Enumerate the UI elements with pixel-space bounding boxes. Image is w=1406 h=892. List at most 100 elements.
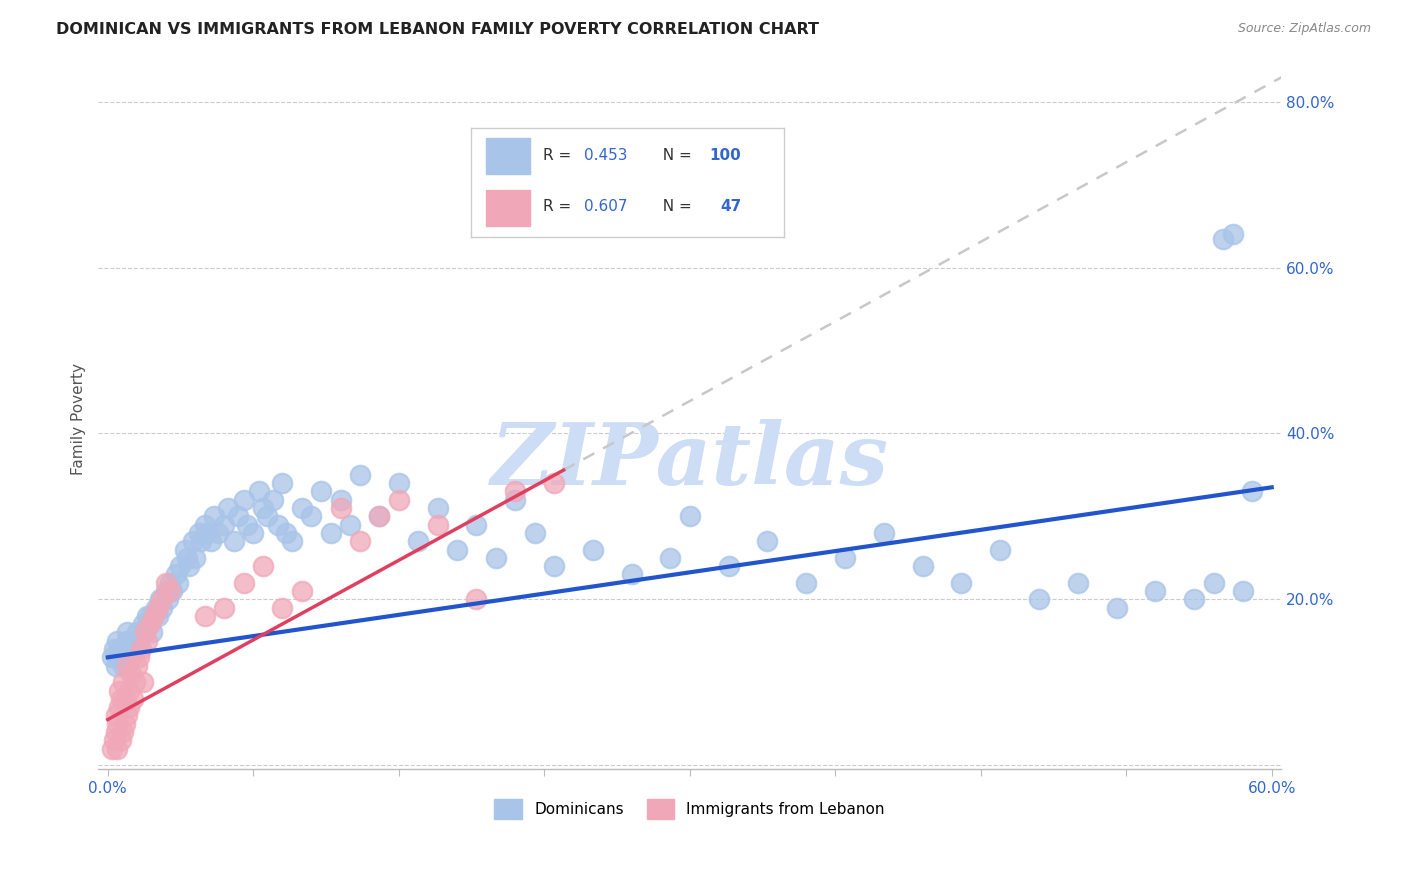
Point	[135, 633, 157, 648]
Point	[135, 608, 157, 623]
Point	[620, 567, 643, 582]
Point	[100, 741, 122, 756]
Point	[115, 625, 138, 640]
Point	[108, 683, 131, 698]
Point	[349, 534, 371, 549]
Point	[232, 575, 254, 590]
Point	[131, 675, 153, 690]
Point	[271, 476, 294, 491]
Point	[406, 534, 429, 549]
Point	[262, 492, 284, 507]
Point	[124, 633, 146, 648]
Point	[1028, 592, 1050, 607]
Point	[155, 584, 177, 599]
Point	[465, 592, 488, 607]
Point	[465, 517, 488, 532]
Point	[368, 509, 391, 524]
Text: ZIPatlas: ZIPatlas	[491, 419, 889, 503]
Point	[426, 501, 449, 516]
Point	[128, 633, 150, 648]
Point	[256, 509, 278, 524]
Point	[329, 501, 352, 516]
Point	[950, 575, 973, 590]
Point	[110, 650, 132, 665]
Point	[141, 625, 163, 640]
Point	[181, 534, 204, 549]
Point	[717, 559, 740, 574]
Point	[131, 617, 153, 632]
Point	[485, 550, 508, 565]
Text: Source: ZipAtlas.com: Source: ZipAtlas.com	[1237, 22, 1371, 36]
Point	[756, 534, 779, 549]
Point	[125, 642, 148, 657]
Point	[104, 725, 127, 739]
Point	[108, 700, 131, 714]
Point	[174, 542, 197, 557]
Point	[128, 650, 150, 665]
Point	[138, 617, 160, 632]
Point	[301, 509, 323, 524]
Text: DOMINICAN VS IMMIGRANTS FROM LEBANON FAMILY POVERTY CORRELATION CHART: DOMINICAN VS IMMIGRANTS FROM LEBANON FAM…	[56, 22, 820, 37]
Point	[115, 633, 138, 648]
Point	[503, 492, 526, 507]
Point	[118, 700, 141, 714]
Point	[107, 650, 129, 665]
Point	[1182, 592, 1205, 607]
Point	[242, 525, 264, 540]
Point	[107, 716, 129, 731]
Point	[104, 708, 127, 723]
Point	[267, 517, 290, 532]
Point	[247, 484, 270, 499]
Point	[112, 675, 135, 690]
Point	[112, 658, 135, 673]
Point	[115, 708, 138, 723]
Point	[207, 525, 229, 540]
Point	[120, 650, 142, 665]
Point	[143, 608, 166, 623]
Point	[1222, 227, 1244, 242]
Point	[1105, 600, 1128, 615]
Point	[100, 650, 122, 665]
Point	[150, 600, 173, 615]
Point	[148, 600, 170, 615]
Point	[187, 525, 209, 540]
Point	[115, 658, 138, 673]
Point	[129, 642, 152, 657]
Point	[160, 584, 183, 599]
Point	[134, 625, 156, 640]
Point	[104, 658, 127, 673]
Point	[139, 617, 162, 632]
Point	[159, 584, 181, 599]
Point	[125, 625, 148, 640]
Point	[368, 509, 391, 524]
Point	[222, 534, 245, 549]
Point	[1202, 575, 1225, 590]
Point	[212, 600, 235, 615]
Point	[112, 725, 135, 739]
Legend: Dominicans, Immigrants from Lebanon: Dominicans, Immigrants from Lebanon	[488, 793, 891, 825]
Point	[834, 550, 856, 565]
Point	[176, 550, 198, 565]
Point	[329, 492, 352, 507]
Point	[103, 733, 125, 747]
Point	[232, 492, 254, 507]
Point	[523, 525, 546, 540]
Point	[426, 517, 449, 532]
Point	[145, 600, 167, 615]
Point	[156, 592, 179, 607]
Point	[107, 633, 129, 648]
Point	[226, 509, 249, 524]
Point	[236, 517, 259, 532]
Point	[543, 476, 565, 491]
Point	[988, 542, 1011, 557]
Point	[120, 667, 142, 681]
Point	[110, 691, 132, 706]
Point	[309, 484, 332, 499]
Point	[148, 608, 170, 623]
Point	[194, 608, 217, 623]
Point	[200, 534, 222, 549]
Point	[1144, 584, 1167, 599]
Point	[388, 492, 411, 507]
Point	[339, 517, 361, 532]
Point	[190, 534, 212, 549]
